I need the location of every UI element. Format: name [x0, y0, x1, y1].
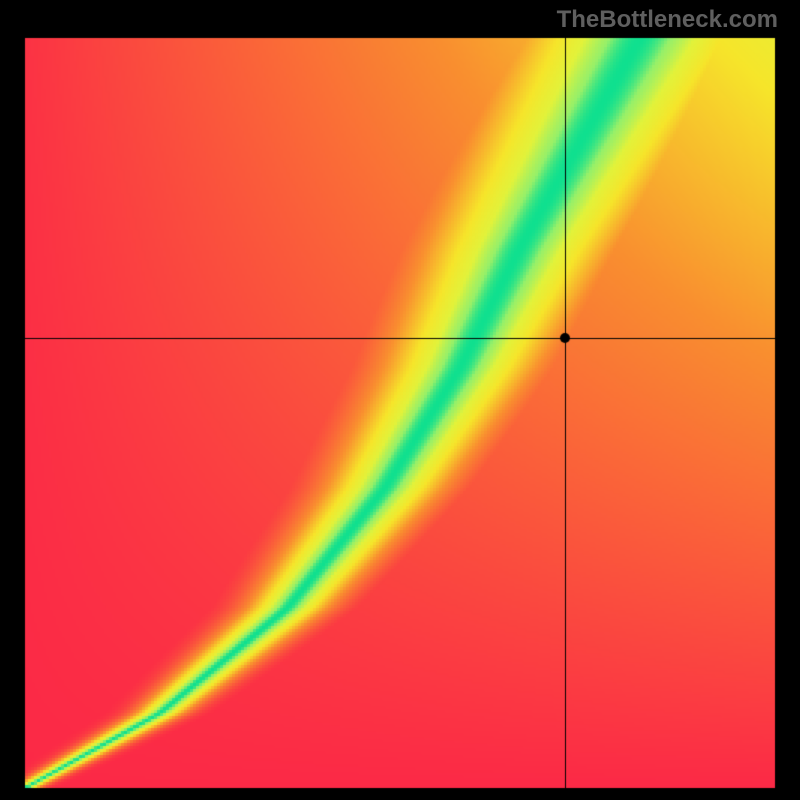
- chart-container: TheBottleneck.com: [0, 0, 800, 800]
- bottleneck-heatmap: [0, 0, 800, 800]
- watermark-text: TheBottleneck.com: [557, 6, 778, 34]
